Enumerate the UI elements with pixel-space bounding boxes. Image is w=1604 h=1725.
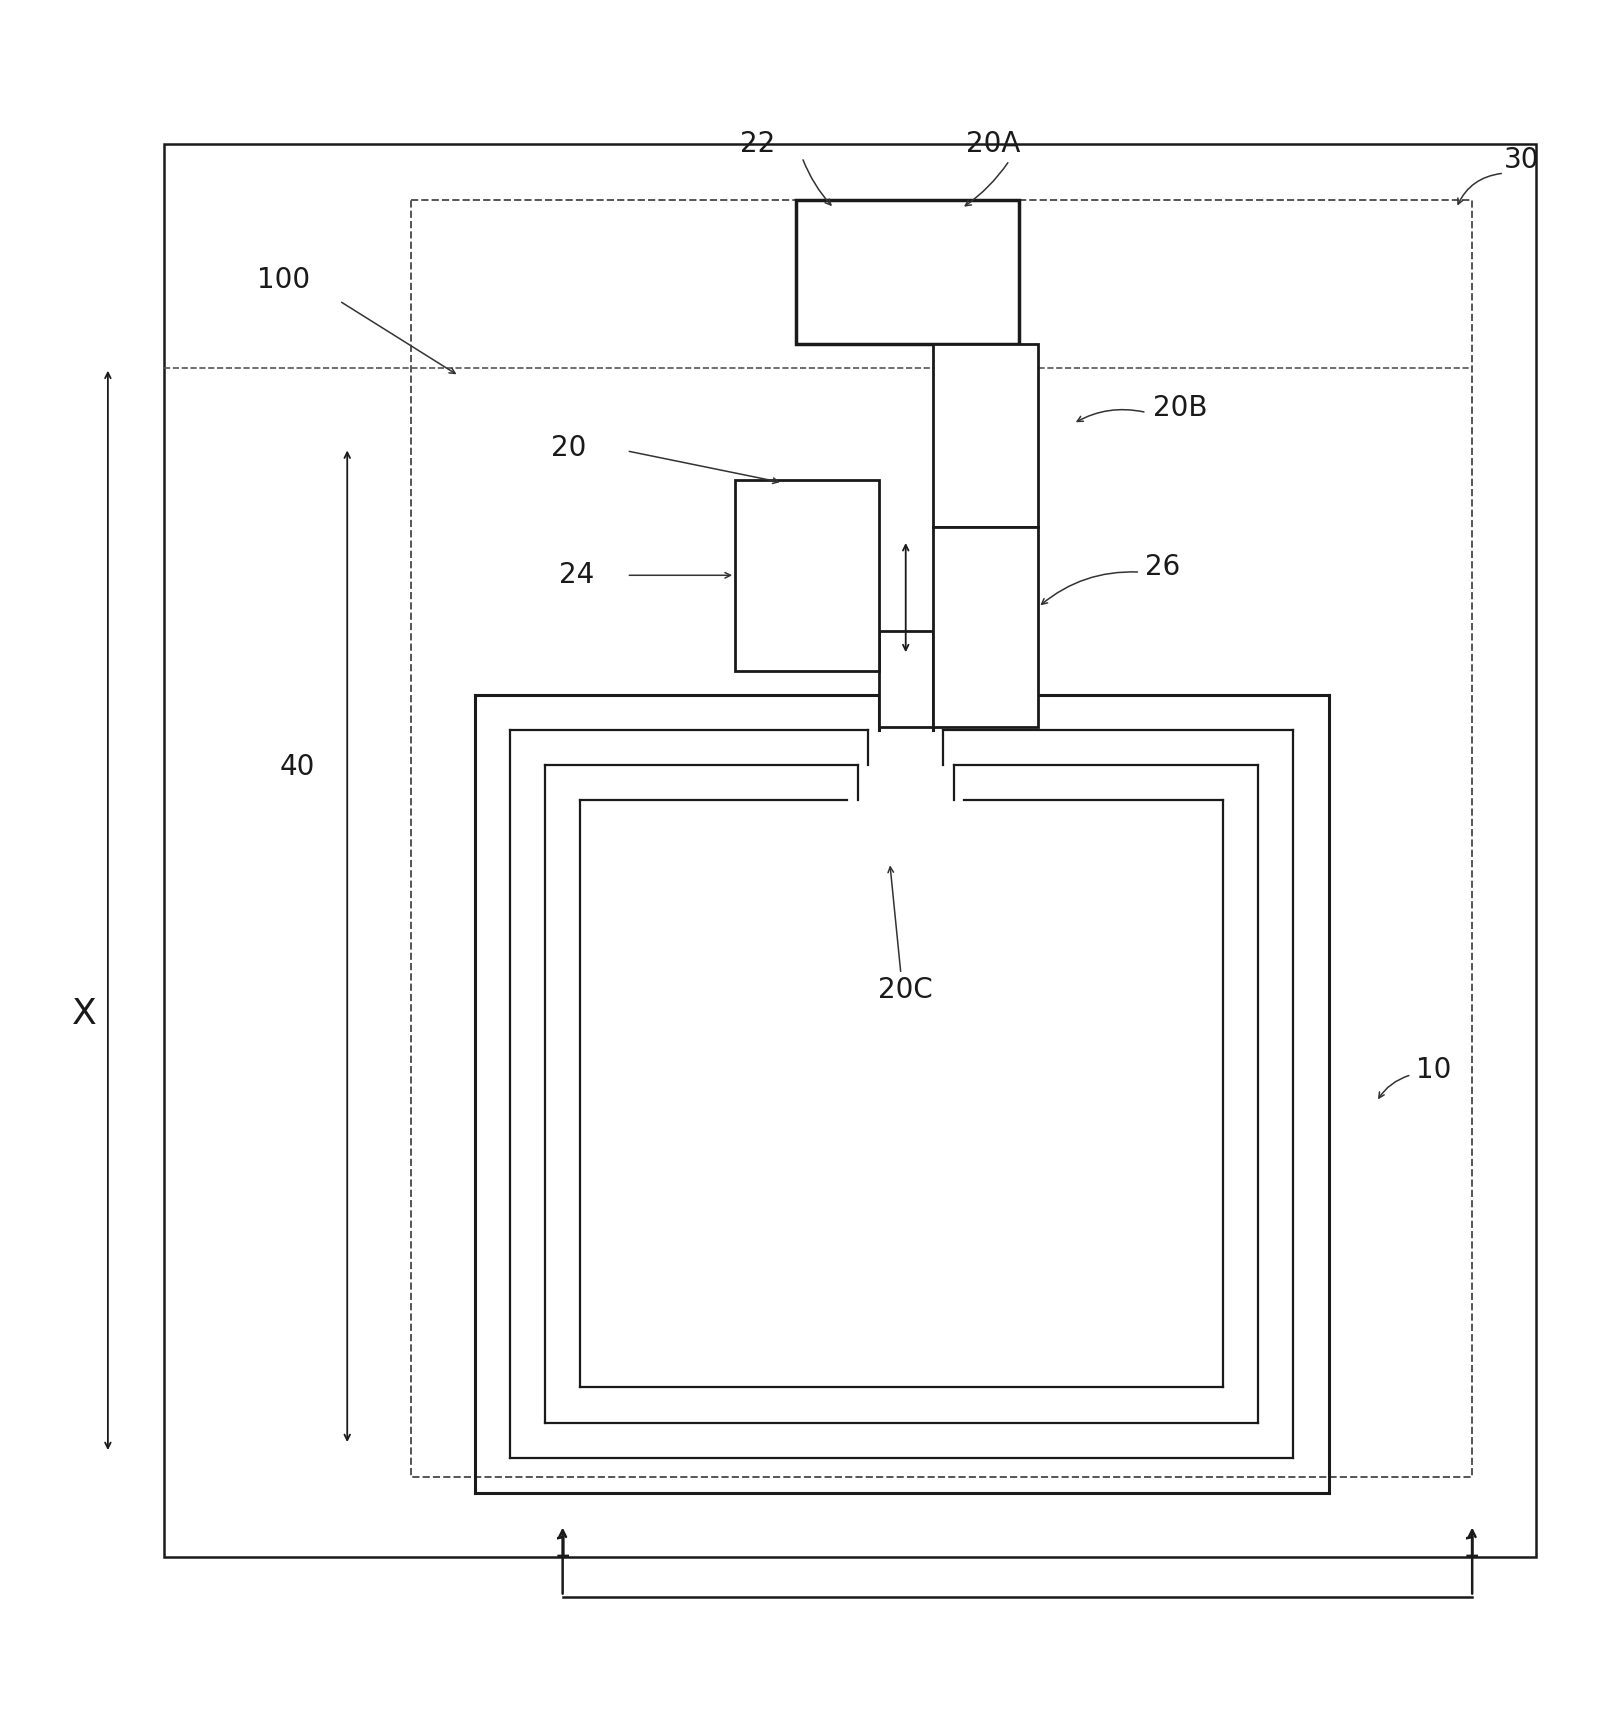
Text: 30: 30 <box>1505 147 1540 174</box>
Bar <box>164 145 1537 1556</box>
Text: 10: 10 <box>1416 1056 1452 1083</box>
Text: 40: 40 <box>281 752 316 781</box>
Bar <box>735 480 879 671</box>
Text: 26: 26 <box>1145 554 1181 581</box>
Bar <box>796 200 1019 343</box>
Bar <box>934 528 1038 726</box>
Text: 1: 1 <box>553 1535 571 1563</box>
Bar <box>879 631 934 726</box>
Bar <box>411 200 1472 1477</box>
Text: X: X <box>72 997 96 1032</box>
Bar <box>934 343 1038 528</box>
Text: 1: 1 <box>1463 1535 1480 1563</box>
Text: 22: 22 <box>739 131 775 159</box>
Text: 20B: 20B <box>1153 393 1208 421</box>
Text: 24: 24 <box>560 561 595 590</box>
Text: 20C: 20C <box>879 976 934 1004</box>
Text: 100: 100 <box>257 266 310 293</box>
Text: 20: 20 <box>552 433 587 462</box>
Text: 20A: 20A <box>966 131 1020 159</box>
